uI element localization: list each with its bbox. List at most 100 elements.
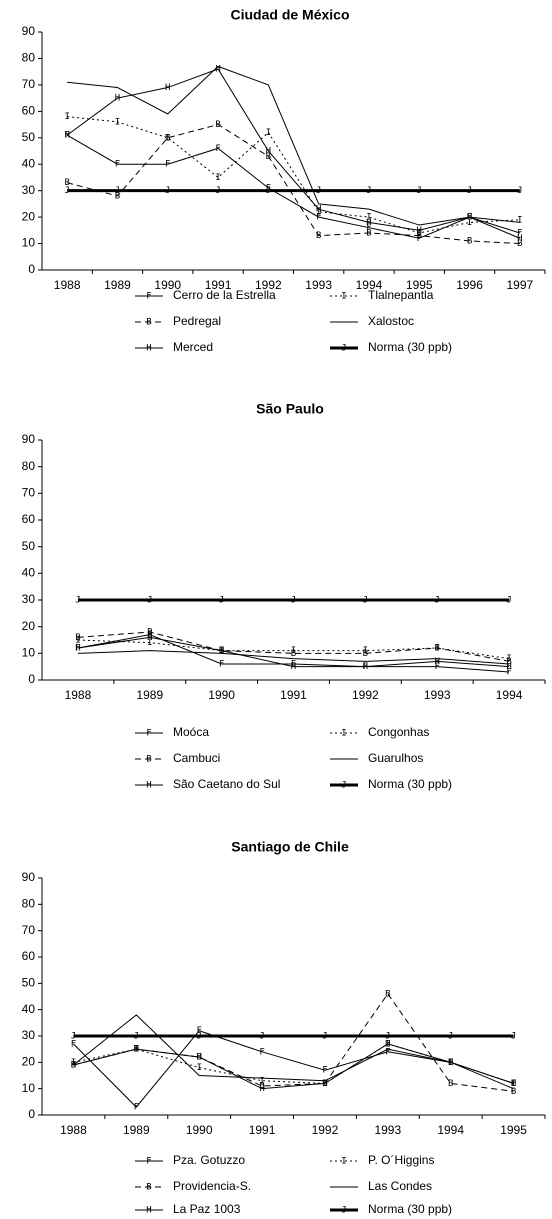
point-marker: H [147, 633, 152, 643]
point-marker: I [266, 128, 271, 138]
point-marker: F [316, 213, 321, 223]
point-marker: F [517, 228, 522, 238]
legend-marker: B [146, 318, 151, 328]
y-tick-label: 50 [22, 130, 36, 144]
point-marker: H [64, 131, 69, 141]
point-marker: H [165, 83, 170, 93]
point-marker: I [467, 218, 472, 228]
chart-title: Santiago de Chile [231, 839, 349, 855]
x-tick-label: 1994 [437, 1123, 464, 1137]
point-marker: H [266, 147, 271, 157]
legend-marker: F [146, 1157, 151, 1167]
point-marker: J [266, 186, 271, 196]
y-tick-label: 10 [22, 236, 36, 250]
y-tick-label: 80 [22, 459, 36, 473]
point-marker: H [219, 646, 224, 656]
x-tick-label: 1991 [249, 1123, 276, 1137]
legend-label: Norma (30 ppb) [368, 1202, 452, 1216]
legend-label: P. O´Higgins [368, 1153, 434, 1167]
point-marker: F [147, 630, 152, 640]
x-tick-label: 1993 [305, 278, 332, 292]
point-marker: J [134, 1032, 139, 1042]
x-tick-label: 1993 [374, 1123, 401, 1137]
x-tick-label: 1991 [205, 278, 232, 292]
x-tick-label: 1991 [280, 688, 307, 702]
series-line [77, 631, 510, 662]
x-tick-label: 1988 [60, 1123, 87, 1137]
point-marker: J [316, 186, 321, 196]
point-marker: B [266, 152, 271, 162]
x-tick-label: 1995 [406, 278, 433, 292]
point-marker: B [417, 231, 422, 241]
point-marker: I [71, 1058, 76, 1068]
point-marker: B [259, 1082, 264, 1092]
y-tick-label: 30 [22, 183, 36, 197]
legend-marker: I [341, 1157, 346, 1167]
point-marker: I [511, 1079, 516, 1089]
point-marker: J [115, 186, 120, 196]
point-marker: H [291, 662, 296, 672]
legend-label: Pedregal [173, 314, 221, 328]
point-marker: F [219, 660, 224, 670]
y-tick-label: 60 [22, 104, 36, 118]
x-tick-label: 1994 [496, 688, 523, 702]
point-marker: B [75, 633, 80, 643]
legend-label: Norma (30 ppb) [368, 777, 452, 791]
y-tick-label: 20 [22, 619, 36, 633]
legend-label: Congonhas [368, 725, 429, 739]
point-marker: H [71, 1060, 76, 1070]
point-marker: H [448, 1058, 453, 1068]
series-line [73, 992, 514, 1092]
series-line [77, 639, 510, 660]
point-marker: B [448, 1079, 453, 1089]
y-tick-label: 20 [22, 1055, 36, 1069]
point-marker: J [366, 186, 371, 196]
point-marker: B [363, 649, 368, 659]
point-marker: J [64, 186, 69, 196]
x-tick-label: 1995 [500, 1123, 527, 1137]
legend-marker: I [341, 729, 346, 739]
point-marker: F [196, 1026, 201, 1036]
point-marker: H [385, 1039, 390, 1049]
point-marker: J [385, 1032, 390, 1042]
point-marker: I [517, 215, 522, 225]
point-marker: I [259, 1076, 264, 1086]
legend-marker: F [146, 729, 151, 739]
x-tick-label: 1994 [356, 278, 383, 292]
point-marker: B [506, 657, 511, 667]
legend-marker: B [146, 755, 151, 765]
point-marker: I [506, 654, 511, 664]
legend-marker: F [146, 292, 151, 302]
y-tick-label: 90 [22, 432, 36, 446]
point-marker: F [417, 234, 422, 244]
y-tick-label: 80 [22, 897, 36, 911]
point-marker: J [517, 186, 522, 196]
point-marker: B [316, 231, 321, 241]
point-marker: I [75, 636, 80, 646]
x-tick-label: 1988 [65, 688, 92, 702]
y-tick-label: 50 [22, 976, 36, 990]
point-marker: H [517, 234, 522, 244]
legend-marker: B [146, 1183, 151, 1193]
point-marker: H [316, 205, 321, 215]
point-marker: I [115, 117, 120, 127]
point-marker: F [165, 160, 170, 170]
legend-label: Merced [173, 340, 213, 354]
point-marker: J [506, 596, 511, 606]
point-marker: J [71, 1032, 76, 1042]
legend-marker: I [341, 292, 346, 302]
y-tick-label: 60 [22, 512, 36, 526]
y-tick-label: 10 [22, 1081, 36, 1095]
legend-label: Pza. Gotuzzo [173, 1153, 245, 1167]
point-marker: F [366, 223, 371, 233]
point-marker: H [215, 65, 220, 75]
y-tick-label: 90 [22, 870, 36, 884]
x-tick-label: 1990 [208, 688, 235, 702]
point-marker: H [322, 1079, 327, 1089]
point-marker: J [259, 1032, 264, 1042]
y-tick-label: 30 [22, 1028, 36, 1042]
legend-label: Norma (30 ppb) [368, 340, 452, 354]
legend-marker: J [341, 1206, 346, 1216]
point-marker: B [385, 989, 390, 999]
point-marker: H [506, 662, 511, 672]
